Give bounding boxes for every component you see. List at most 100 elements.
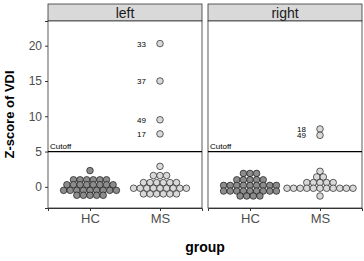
dot xyxy=(323,185,330,192)
x-tick-label: MS xyxy=(311,211,331,226)
cutoff-label: Cutoff xyxy=(210,142,232,151)
dot xyxy=(350,185,357,192)
dot xyxy=(243,193,250,200)
y-tick-label: 5 xyxy=(35,145,42,159)
labels: Cutoff 33 37 49 17 xyxy=(50,40,147,151)
dot xyxy=(343,185,350,192)
dot xyxy=(253,170,260,177)
dot xyxy=(317,126,324,133)
dot xyxy=(227,188,234,195)
dot xyxy=(297,185,304,192)
dot xyxy=(153,191,160,198)
y-tick: 20 xyxy=(29,39,48,53)
dot xyxy=(284,185,291,192)
dot xyxy=(257,193,264,200)
cutoff-line xyxy=(48,151,202,152)
cutoff-label: Cutoff xyxy=(50,142,72,151)
dot xyxy=(240,170,247,177)
x-tick-label: HC xyxy=(241,211,260,226)
dot xyxy=(67,187,74,194)
y-tick: 10 xyxy=(29,110,48,124)
dot xyxy=(317,193,324,200)
y-tick-label: 10 xyxy=(29,110,43,124)
dot xyxy=(267,188,274,195)
dot xyxy=(157,172,164,179)
dot xyxy=(157,78,164,85)
dot xyxy=(163,172,170,179)
panel: left Cutoff 33 37 49 17 HC MS xyxy=(48,4,203,226)
y-tick: 0 xyxy=(35,180,48,194)
x-tick-label: HC xyxy=(81,211,100,226)
marks xyxy=(208,126,362,200)
dot xyxy=(317,185,324,192)
y-tick-mark xyxy=(45,46,48,47)
strip xyxy=(208,4,362,21)
dot xyxy=(317,132,324,139)
marks xyxy=(48,40,202,198)
dot xyxy=(157,40,164,47)
dot xyxy=(337,185,344,192)
x-tick: MS xyxy=(151,208,171,226)
dot xyxy=(237,193,244,200)
y-tick: 15 xyxy=(29,74,48,88)
point-label: 33 xyxy=(137,40,146,49)
x-axis: HC MS xyxy=(209,208,363,226)
dot xyxy=(100,192,107,199)
dot xyxy=(183,185,190,192)
plot-frame xyxy=(208,21,362,208)
dot xyxy=(304,185,311,192)
dot xyxy=(220,188,227,195)
dot xyxy=(157,131,164,138)
y-tick-mark xyxy=(45,187,48,188)
dot xyxy=(140,191,147,198)
point-label: 49 xyxy=(297,131,306,140)
panel: right Cutoff1849 HC MS xyxy=(208,4,363,226)
y-tick: 5 xyxy=(35,145,48,159)
dot xyxy=(150,172,157,179)
dot xyxy=(60,187,67,194)
chart: Z-score of VDI group 0 5 10 15 20 left Cutoff 33 3… xyxy=(0,0,364,261)
plot-frame xyxy=(48,21,202,208)
x-tick: HC xyxy=(241,208,260,226)
point-label: 49 xyxy=(137,116,146,125)
x-axis: HC MS xyxy=(49,208,203,226)
point-label: 17 xyxy=(137,130,146,139)
dot xyxy=(157,116,164,123)
x-tick-label: MS xyxy=(151,211,171,226)
y-tick-label: 0 xyxy=(35,180,42,194)
strip-label: left xyxy=(116,5,135,21)
labels: Cutoff1849 xyxy=(210,125,307,151)
dot xyxy=(157,163,164,170)
dot xyxy=(247,170,254,177)
y-axis: 0 5 10 15 20 xyxy=(29,22,49,209)
dot xyxy=(93,192,100,199)
y-tick-mark xyxy=(45,81,48,82)
x-tick: HC xyxy=(81,208,100,226)
dot xyxy=(107,187,114,194)
x-axis-title: group xyxy=(185,239,225,255)
point-label: 37 xyxy=(137,77,146,86)
dot xyxy=(330,185,337,192)
cutoff-line xyxy=(208,151,362,152)
dot xyxy=(147,191,154,198)
dot xyxy=(290,185,297,192)
dot xyxy=(310,185,317,192)
dot xyxy=(113,187,120,194)
dot xyxy=(250,193,257,200)
dot xyxy=(80,192,87,199)
x-axis-line xyxy=(49,209,203,212)
x-axis-line xyxy=(209,209,363,212)
dot xyxy=(273,188,280,195)
dot xyxy=(87,167,94,174)
strip-label: right xyxy=(271,5,298,21)
strip xyxy=(48,4,202,21)
dot xyxy=(167,191,174,198)
dot xyxy=(160,191,167,198)
dot xyxy=(87,192,94,199)
y-axis-title: Z-score of VDI xyxy=(2,70,17,158)
dot xyxy=(173,191,180,198)
x-tick: MS xyxy=(311,208,331,226)
y-tick-mark xyxy=(45,116,48,117)
y-tick-mark xyxy=(45,152,48,153)
y-tick-label: 15 xyxy=(29,74,43,88)
